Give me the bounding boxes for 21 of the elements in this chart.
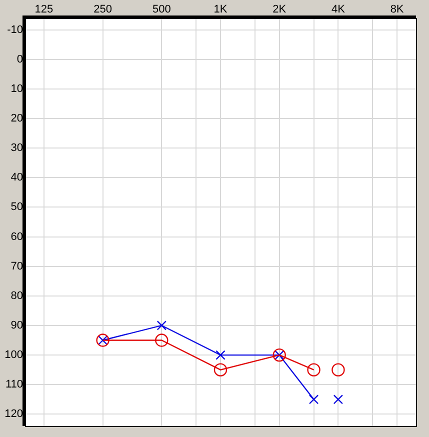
x-tick-label: 8K: [390, 3, 404, 16]
y-tick-label: 50: [10, 201, 23, 214]
y-tick-label: 70: [10, 260, 23, 272]
y-tick-label: 40: [10, 172, 23, 184]
y-tick-label: 120: [4, 408, 23, 420]
y-tick-label: 30: [10, 142, 23, 154]
y-tick-label: 60: [10, 230, 23, 243]
x-tick-label: 500: [152, 3, 171, 16]
y-tick-label: 10: [10, 82, 23, 95]
y-tick-label: 80: [10, 290, 23, 302]
x-tick-label: 250: [94, 3, 112, 16]
y-tick-label: 0: [16, 53, 23, 66]
y-tick-label: 20: [10, 112, 23, 125]
y-tick-label: 90: [10, 320, 23, 332]
x-tick-label: 1K: [214, 3, 228, 16]
x-tick-label: 4K: [331, 3, 346, 16]
y-tick-label: 100: [4, 349, 23, 362]
x-tick-label: 125: [34, 3, 54, 16]
y-tick-label: 110: [5, 378, 23, 391]
y-tick-label: -10: [7, 24, 23, 36]
x-tick-label: 2K: [272, 3, 287, 16]
